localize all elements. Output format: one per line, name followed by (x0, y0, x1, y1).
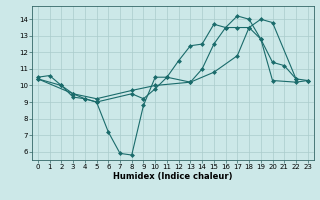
X-axis label: Humidex (Indice chaleur): Humidex (Indice chaleur) (113, 172, 233, 181)
